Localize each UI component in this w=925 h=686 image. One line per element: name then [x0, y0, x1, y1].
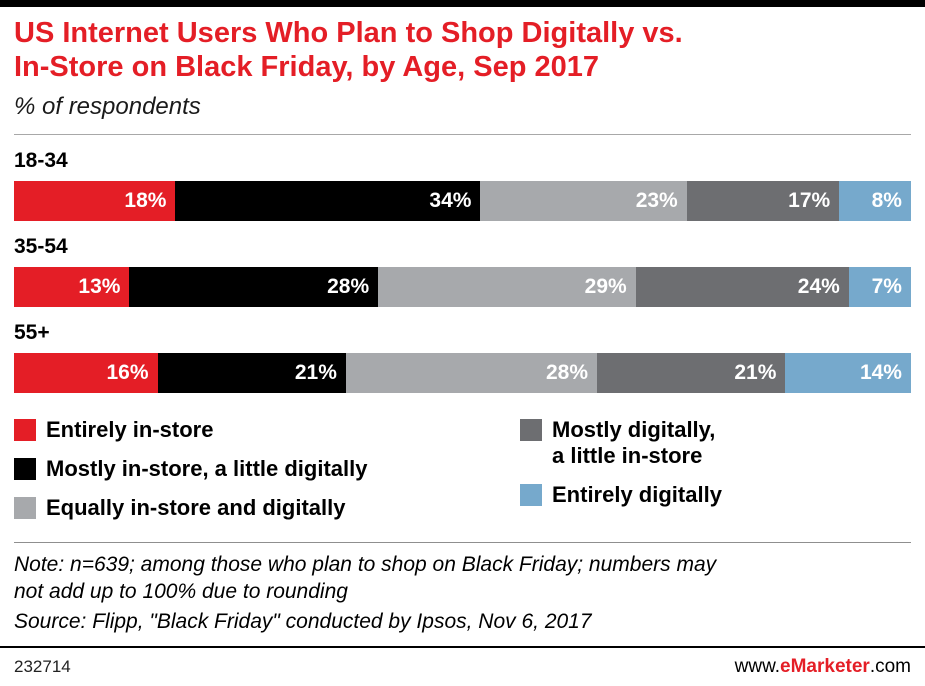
bar-segment-entirely-digitally: 8% — [839, 180, 911, 221]
legend-swatch-icon — [14, 496, 36, 519]
bar-segment-entirely-in-store: 16% — [14, 352, 158, 393]
bar-segment-mostly-digitally-a-little-in-store: 21% — [597, 352, 786, 393]
legend-label: Equally in-store and digitally — [46, 494, 346, 520]
bar-segment-entirely-digitally: 7% — [848, 266, 911, 307]
category-label: 35-54 — [14, 234, 68, 258]
top-border — [0, 0, 925, 7]
header-divider — [14, 133, 911, 135]
segment-value-label: 18% — [124, 188, 167, 212]
stacked-bar: 16% 21% 28% 21% 14% — [14, 352, 911, 393]
segment-value-label: 34% — [429, 188, 472, 212]
bar-segment-mostly-digitally-a-little-in-store: 24% — [635, 266, 849, 307]
legend: Entirely in-store Mostly in-store, a litt… — [14, 417, 911, 534]
segment-value-label: 28% — [327, 274, 370, 298]
legend-column: Mostly digitally, a little in-store Entire… — [520, 417, 911, 534]
notes-section: Note: n=639; among those who plan to sho… — [0, 541, 925, 635]
legend-swatch-icon — [520, 483, 542, 506]
chart-id: 232714 — [14, 657, 71, 676]
segment-value-label: 28% — [546, 360, 589, 384]
legend-label: Entirely digitally — [552, 481, 722, 507]
segment-value-label: 8% — [871, 188, 902, 212]
stacked-bar: 18% 34% 23% 17% 8% — [14, 180, 911, 221]
note-text-line-2: not add up to 100% due to rounding — [14, 579, 348, 603]
legend-item: Entirely digitally — [520, 482, 911, 508]
title-line-2: In-Store on Black Friday, by Age, Sep 20… — [14, 50, 600, 83]
stacked-bar: 13% 28% 29% 24% 7% — [14, 266, 911, 307]
segment-value-label: 21% — [294, 360, 337, 384]
bar-segment-equally-in-store-and-digitally: 29% — [378, 266, 636, 307]
segment-value-label: 23% — [635, 188, 678, 212]
bar-segment-equally-in-store-and-digitally: 23% — [480, 180, 687, 221]
notes-divider — [14, 541, 911, 543]
legend-column: Entirely in-store Mostly in-store, a litt… — [14, 417, 520, 534]
chart-container: US Internet Users Who Plan to Shop Digit… — [0, 17, 925, 534]
legend-swatch-icon — [14, 457, 36, 480]
bar-segment-entirely-digitally: 14% — [785, 352, 911, 393]
bar-segment-mostly-in-store-a-little-digitally: 28% — [129, 266, 379, 307]
segment-value-label: 29% — [584, 274, 627, 298]
segment-value-label: 16% — [106, 360, 149, 384]
segment-value-label: 14% — [859, 360, 902, 384]
footer: 232714 www.eMarketer.com — [0, 646, 925, 686]
chart-row: 18-34 18% 34% 23% 17% 8% — [14, 149, 911, 221]
segment-value-label: 7% — [871, 274, 902, 298]
site-prefix: www. — [734, 656, 781, 677]
note-text-line-1: Note: n=639; among those who plan to sho… — [14, 552, 717, 576]
title-line-1: US Internet Users Who Plan to Shop Digit… — [14, 17, 683, 49]
website-link[interactable]: www.eMarketer.com — [735, 656, 911, 678]
legend-item: Equally in-store and digitally — [14, 495, 520, 521]
legend-label: Entirely in-store — [46, 416, 214, 442]
bar-segment-equally-in-store-and-digitally: 28% — [345, 352, 598, 393]
bar-segment-mostly-in-store-a-little-digitally: 34% — [175, 180, 481, 221]
legend-swatch-icon — [520, 418, 542, 441]
legend-label: Mostly digitally, a little in-store — [552, 416, 716, 468]
chart-row: 35-54 13% 28% 29% 24% 7% — [14, 235, 911, 307]
category-label: 18-34 — [14, 148, 68, 172]
site-suffix: .com — [869, 656, 911, 677]
bar-segment-entirely-in-store: 18% — [14, 180, 176, 221]
legend-item: Mostly digitally, a little in-store — [520, 417, 911, 469]
legend-swatch-icon — [14, 418, 36, 441]
site-brand: eMarketer — [780, 656, 870, 677]
segment-value-label: 13% — [78, 274, 121, 298]
chart-rows: 18-34 18% 34% 23% 17% 8% 35-54 13% 28% 29% 24% 7% 55… — [14, 149, 911, 393]
source-text: Source: Flipp, "Black Friday" conducted … — [14, 609, 592, 633]
legend-item: Entirely in-store — [14, 417, 520, 443]
bar-segment-entirely-in-store: 13% — [14, 266, 130, 307]
page-title: US Internet Users Who Plan to Shop Digit… — [14, 17, 911, 85]
bar-segment-mostly-in-store-a-little-digitally: 21% — [157, 352, 346, 393]
chart-row: 55+ 16% 21% 28% 21% 14% — [14, 321, 911, 393]
bar-segment-mostly-digitally-a-little-in-store: 17% — [686, 180, 840, 221]
legend-label: Mostly in-store, a little digitally — [46, 455, 368, 481]
segment-value-label: 17% — [788, 188, 831, 212]
chart-subtitle: % of respondents — [14, 92, 201, 120]
legend-item: Mostly in-store, a little digitally — [14, 456, 520, 482]
segment-value-label: 24% — [797, 274, 840, 298]
segment-value-label: 21% — [734, 360, 777, 384]
category-label: 55+ — [14, 320, 50, 344]
